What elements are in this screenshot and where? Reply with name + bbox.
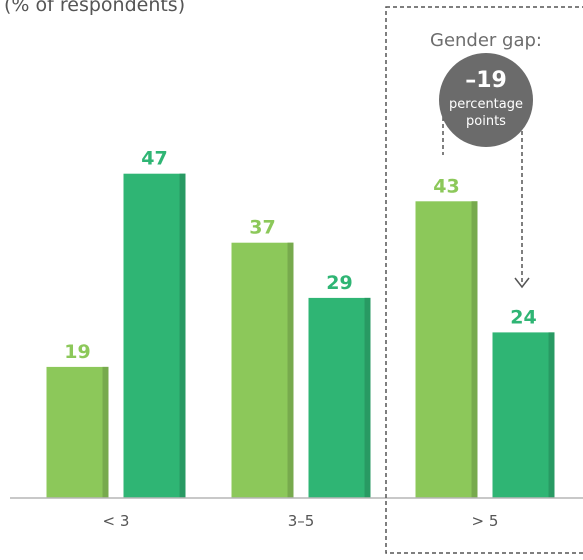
bar-series2-2 [492, 332, 555, 498]
bar-series1-0 [46, 366, 109, 498]
gap-title: Gender gap: [430, 30, 542, 51]
chart-unit-label: (% of respondents) [4, 0, 186, 16]
bar-edge-series1-0 [102, 366, 109, 498]
x-tick-label-2: > 5 [472, 512, 499, 530]
bar-series1-1 [231, 242, 294, 498]
bar-edge-series1-1 [287, 242, 294, 498]
gap-arrow-icon [514, 277, 530, 289]
gap-value: –19 [465, 68, 507, 93]
gap-unit-line1: percentage [449, 97, 523, 112]
gap-unit-line2: points [466, 114, 506, 129]
x-tick-labels: < 3 3–5 > 5 [103, 512, 499, 530]
bar-edge-series1-2 [471, 201, 478, 499]
data-label-series1-0: 19 [64, 341, 90, 363]
highlight-box [385, 6, 583, 554]
data-label-series2-0: 47 [141, 148, 167, 170]
x-tick-label-1: 3–5 [288, 512, 315, 530]
bar-series2-1 [308, 297, 371, 498]
bars-layer: 19 47 37 29 43 24 [46, 148, 555, 499]
bar-edge-series2-1 [364, 297, 371, 498]
data-label-series2-2: 24 [510, 306, 536, 328]
data-label-series1-2: 43 [433, 175, 459, 197]
gap-badge [439, 53, 533, 147]
data-label-series1-1: 37 [249, 217, 275, 239]
data-label-series2-1: 29 [326, 272, 352, 294]
bar-series1-2 [415, 201, 478, 499]
bar-edge-series2-2 [548, 332, 555, 498]
bar-series2-0 [123, 173, 186, 498]
x-tick-label-0: < 3 [103, 512, 130, 530]
bar-edge-series2-0 [179, 173, 186, 498]
